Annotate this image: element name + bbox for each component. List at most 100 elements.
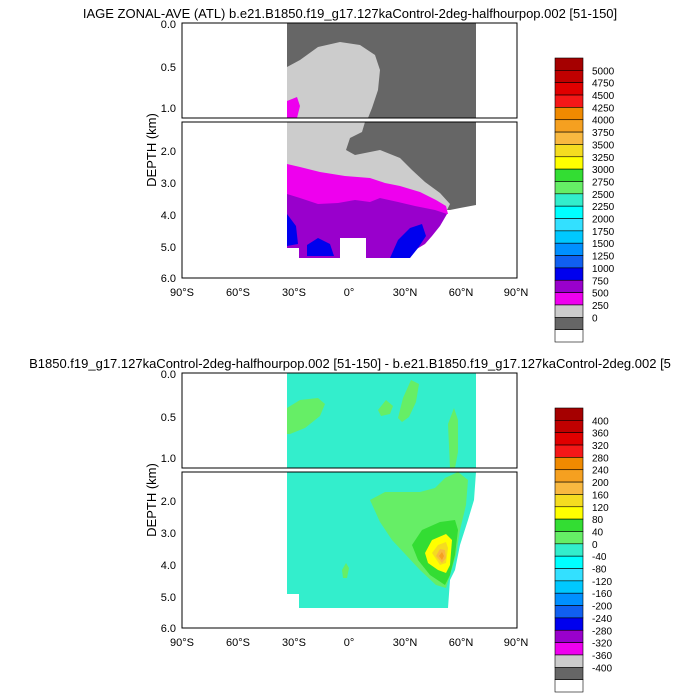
colorbar-box <box>554 494 584 508</box>
colorbar-label: 40 <box>592 527 604 538</box>
colorbar-box <box>554 329 584 343</box>
panel-1-upper-frame <box>181 22 518 119</box>
region-1000-1250-lower-2 <box>307 238 334 256</box>
ytick-5.0: 5.0 <box>161 592 176 604</box>
colorbar-box <box>554 518 584 532</box>
ytick-3.0: 3.0 <box>161 528 176 540</box>
colorbar-box <box>554 70 584 83</box>
colorbar-box <box>554 107 584 121</box>
panel-2-lower-fills <box>287 472 476 608</box>
colorbar-box <box>554 531 584 545</box>
xtick-90N: 90°N <box>504 287 529 299</box>
colorbar-box <box>554 242 584 256</box>
diff-40-80-upper-2 <box>398 380 419 422</box>
ytick-0.5: 0.5 <box>161 62 176 74</box>
colorbar-box <box>554 592 584 606</box>
colorbar-label: 200 <box>592 478 609 489</box>
xtick-60N: 60°N <box>449 287 474 299</box>
ytick-0.0: 0.0 <box>161 19 176 31</box>
region-1000-1250-lower-3 <box>390 224 426 258</box>
colorbar-box <box>554 279 584 293</box>
land-mask-1 <box>340 238 366 260</box>
diff-40-80-upper-3 <box>378 400 393 416</box>
colorbar-label: 240 <box>592 466 609 477</box>
panel-1-y-ticks: 0.0 0.5 1.0 2.0 3.0 4.0 5.0 6.0 <box>161 19 176 285</box>
colorbar-label: 2500 <box>592 190 615 201</box>
panel-1-lower-frame <box>181 121 518 279</box>
colorbar-label: 3250 <box>592 153 615 164</box>
xtick-30S: 30°S <box>282 637 306 649</box>
colorbar-box <box>554 193 584 207</box>
ytick-4.0: 4.0 <box>161 210 176 222</box>
colorbar-label: -40 <box>592 552 607 563</box>
diff-0-40-upper <box>287 373 476 468</box>
colorbar-box <box>554 568 584 582</box>
diff-240-280-lower <box>439 552 444 560</box>
colorbar-box <box>554 580 584 594</box>
panel-2-lower-frame <box>181 471 518 629</box>
colorbar-label: -200 <box>592 602 612 613</box>
colorbar-box <box>554 654 584 668</box>
panel-1-title: IAGE ZONAL-AVE (ATL) b.e21.B1850.f19_g17… <box>83 6 617 21</box>
colorbar-label: 360 <box>592 429 609 440</box>
colorbar-box <box>554 94 584 108</box>
colorbar-label: 400 <box>592 416 609 427</box>
colorbar-box <box>554 205 584 219</box>
region-250-500-upper <box>287 42 380 118</box>
xtick-0: 0° <box>344 287 355 299</box>
colorbar-label: 250 <box>592 301 609 312</box>
colorbar-label: 1000 <box>592 264 615 275</box>
colorbar-label: -240 <box>592 614 612 625</box>
xtick-60S: 60°S <box>226 637 250 649</box>
colorbar-box <box>554 144 584 158</box>
colorbar-box <box>554 457 584 471</box>
colorbar-box <box>554 304 584 318</box>
panel-2-title: B1850.f19_g17.127kaControl-2deg-halfhour… <box>29 356 671 371</box>
colorbar-label: 500 <box>592 289 609 300</box>
land-mask-2 <box>287 248 299 260</box>
colorbar-label: 280 <box>592 453 609 464</box>
ytick-2.0: 2.0 <box>161 146 176 158</box>
colorbar-label: 1500 <box>592 239 615 250</box>
colorbar-label: -360 <box>592 651 612 662</box>
colorbar-label: 1250 <box>592 252 615 263</box>
ytick-6.0: 6.0 <box>161 273 176 285</box>
diff-40-80-upper-4 <box>448 408 458 468</box>
ytick-6.0: 6.0 <box>161 623 176 635</box>
panel-1-ylabel: DEPTH (km) <box>144 113 159 187</box>
colorbar-box <box>554 317 584 330</box>
colorbar-box <box>554 555 584 569</box>
colorbar-label: -160 <box>592 589 612 600</box>
diff-40-80-lower-small <box>342 563 349 578</box>
colorbar-box <box>554 543 584 557</box>
colorbar-box <box>554 131 584 145</box>
region-500-750-upper <box>287 97 300 118</box>
colorbar-box <box>554 168 584 182</box>
panel-1-lower-fills <box>287 122 476 260</box>
panel-2-upper-fills <box>287 373 476 468</box>
xtick-90S: 90°S <box>170 287 194 299</box>
colorbar-label: 80 <box>592 515 604 526</box>
region-1000-1250-lower <box>287 214 298 246</box>
colorbar-label: 120 <box>592 503 609 514</box>
xtick-30N: 30°N <box>393 637 418 649</box>
colorbar-box <box>554 481 584 495</box>
colorbar-label: -400 <box>592 663 612 674</box>
colorbar-label: -120 <box>592 577 612 588</box>
xtick-90N: 90°N <box>504 637 529 649</box>
colorbar-box <box>554 444 584 458</box>
colorbar-box <box>554 57 584 71</box>
colorbar-label: 320 <box>592 441 609 452</box>
colorbar-box <box>554 230 584 244</box>
colorbar-box <box>554 469 584 483</box>
colorbar-box <box>554 267 584 281</box>
colorbar-label: 3500 <box>592 140 615 151</box>
colorbar-label: -80 <box>592 565 607 576</box>
ytick-2.0: 2.0 <box>161 496 176 508</box>
colorbar-label: 0 <box>592 313 598 324</box>
colorbar-box <box>554 82 584 96</box>
colorbar-label: 2750 <box>592 177 615 188</box>
xtick-0: 0° <box>344 637 355 649</box>
xtick-30S: 30°S <box>282 287 306 299</box>
colorbar-box <box>554 617 584 631</box>
